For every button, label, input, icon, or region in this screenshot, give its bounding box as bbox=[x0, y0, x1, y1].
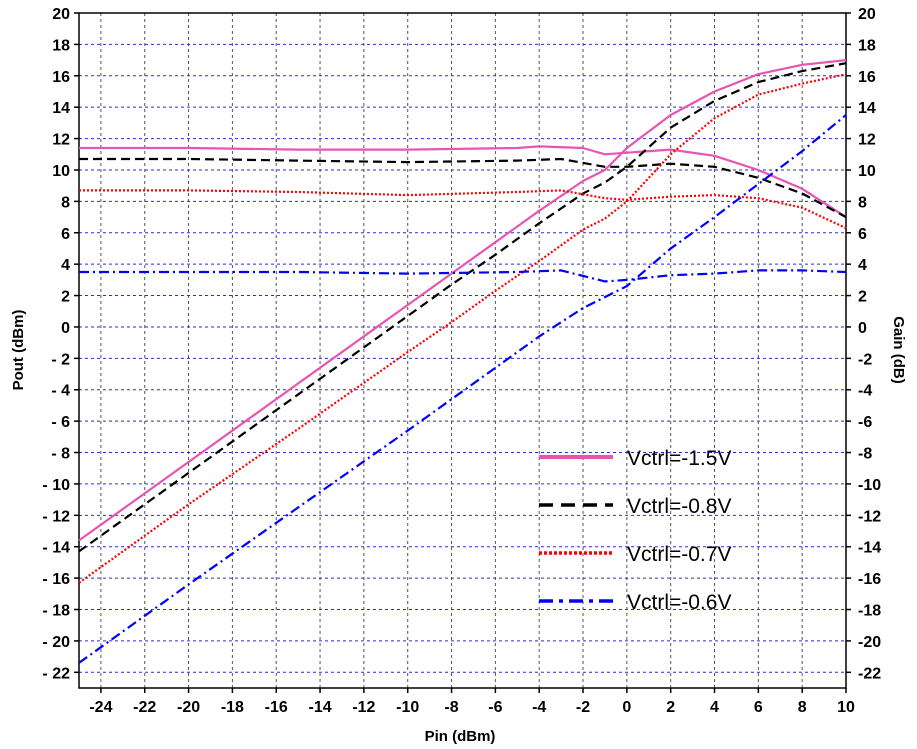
y-tick-label: - 22 bbox=[42, 665, 70, 682]
y2-axis-title: Gain (dB) bbox=[890, 316, 907, 384]
legend: Vctrl=-1.5V Vctrl=-0.8V Vctrl=-0.7V Vctrl=-… bbox=[539, 447, 731, 614]
y2-tick-label: 18 bbox=[858, 37, 876, 54]
y2-tick-label: -4 bbox=[858, 383, 872, 400]
y2-tick-label: -18 bbox=[858, 603, 881, 620]
legend-label-1: Vctrl=-0.8V bbox=[627, 495, 731, 518]
x-tick-label: -6 bbox=[488, 699, 502, 716]
y2-tick-label: -12 bbox=[858, 508, 881, 525]
y-tick-label: 14 bbox=[52, 100, 70, 117]
y-tick-label: - 16 bbox=[42, 571, 70, 588]
y2-tick-label: -6 bbox=[858, 414, 872, 431]
y2-tick-label: 6 bbox=[858, 226, 867, 243]
x-axis-title: Pin (dBm) bbox=[425, 728, 496, 745]
y-tick-label: - 14 bbox=[42, 540, 70, 557]
y-tick-label: - 2 bbox=[51, 351, 70, 368]
y-tick-label: 20 bbox=[52, 6, 70, 23]
y-tick-label: 4 bbox=[61, 257, 70, 274]
y-axis-title: Pout (dBm) bbox=[10, 310, 27, 391]
y2-tick-label: 8 bbox=[858, 194, 867, 211]
x-tick-label: -8 bbox=[444, 699, 458, 716]
x-tick-label: 10 bbox=[837, 699, 855, 716]
y2-tick-label: -8 bbox=[858, 446, 872, 463]
x-tick-label: -18 bbox=[221, 699, 244, 716]
y2-tick-label: 16 bbox=[858, 69, 876, 86]
y2-tick-label: 14 bbox=[858, 100, 876, 117]
x-tick-label: -4 bbox=[532, 699, 546, 716]
y2-tick-label: -14 bbox=[858, 540, 881, 557]
y2-tick-label: 2 bbox=[858, 289, 867, 306]
y2-tick-label: 4 bbox=[858, 257, 867, 274]
series-3-gain-line bbox=[79, 269, 847, 283]
grid bbox=[79, 12, 847, 688]
x-axis: -24 -22 -20 -18 -16 -14 -12 -10 -8 -6 -4 -2 0 2 4 6 8 10 bbox=[89, 688, 855, 716]
series-2 bbox=[78, 73, 847, 584]
y-tick-label: 0 bbox=[61, 320, 70, 337]
y-tick-label: - 12 bbox=[42, 508, 70, 525]
y-tick-label: - 6 bbox=[51, 414, 70, 431]
series-1-gain-line bbox=[79, 157, 847, 219]
x-tick-label: -14 bbox=[308, 699, 331, 716]
series-2-pout-line bbox=[78, 73, 847, 584]
y2-tick-label: 10 bbox=[858, 163, 876, 180]
y-tick-label: - 4 bbox=[51, 383, 70, 400]
y2-tick-label: -22 bbox=[858, 665, 881, 682]
y2-tick-label: -16 bbox=[858, 571, 881, 588]
plot-frame bbox=[78, 12, 847, 689]
y2-tick-label: -2 bbox=[858, 351, 872, 368]
series-0-gain-line bbox=[79, 145, 847, 219]
x-tick-label: 0 bbox=[622, 699, 631, 716]
y-tick-label: 8 bbox=[61, 194, 70, 211]
y-tick-label: 18 bbox=[52, 37, 70, 54]
series-3 bbox=[78, 114, 847, 664]
y-tick-label: 10 bbox=[52, 163, 70, 180]
x-tick-label: -2 bbox=[576, 699, 590, 716]
y-axis-right: 20181614121086420-2-4-6-8-10-12-14-16-18… bbox=[846, 6, 881, 682]
y-tick-label: 16 bbox=[52, 69, 70, 86]
series-3-pout-line bbox=[78, 114, 847, 664]
y2-tick-label: 0 bbox=[858, 320, 867, 337]
x-tick-label: 6 bbox=[754, 699, 763, 716]
y-tick-label: 6 bbox=[61, 226, 70, 243]
y2-tick-label: 20 bbox=[858, 6, 876, 23]
x-tick-label: 4 bbox=[710, 699, 719, 716]
x-tick-label: -16 bbox=[265, 699, 288, 716]
legend-label-2: Vctrl=-0.7V bbox=[627, 543, 731, 566]
series-0-pout-line bbox=[78, 59, 847, 542]
y2-tick-label: -10 bbox=[858, 477, 881, 494]
y-tick-label: - 8 bbox=[51, 446, 70, 463]
y-tick-label: - 10 bbox=[42, 477, 70, 494]
series-layer bbox=[78, 59, 847, 664]
legend-label-0: Vctrl=-1.5V bbox=[627, 447, 731, 470]
series-0 bbox=[78, 59, 847, 542]
x-tick-label: -24 bbox=[89, 699, 112, 716]
x-tick-label: -20 bbox=[177, 699, 200, 716]
x-tick-label: -22 bbox=[133, 699, 156, 716]
y2-tick-label: 12 bbox=[858, 132, 876, 149]
y-tick-label: - 18 bbox=[42, 603, 70, 620]
x-tick-label: 2 bbox=[666, 699, 675, 716]
legend-label-3: Vctrl=-0.6V bbox=[627, 591, 731, 614]
series-2-gain-line bbox=[79, 189, 847, 230]
y-tick-label: 2 bbox=[61, 289, 70, 306]
y-tick-label: - 20 bbox=[42, 634, 70, 651]
y-tick-label: 12 bbox=[52, 132, 70, 149]
y2-tick-label: -20 bbox=[858, 634, 881, 651]
x-tick-label: 8 bbox=[798, 699, 807, 716]
x-tick-label: -10 bbox=[396, 699, 419, 716]
x-tick-label: -12 bbox=[352, 699, 375, 716]
